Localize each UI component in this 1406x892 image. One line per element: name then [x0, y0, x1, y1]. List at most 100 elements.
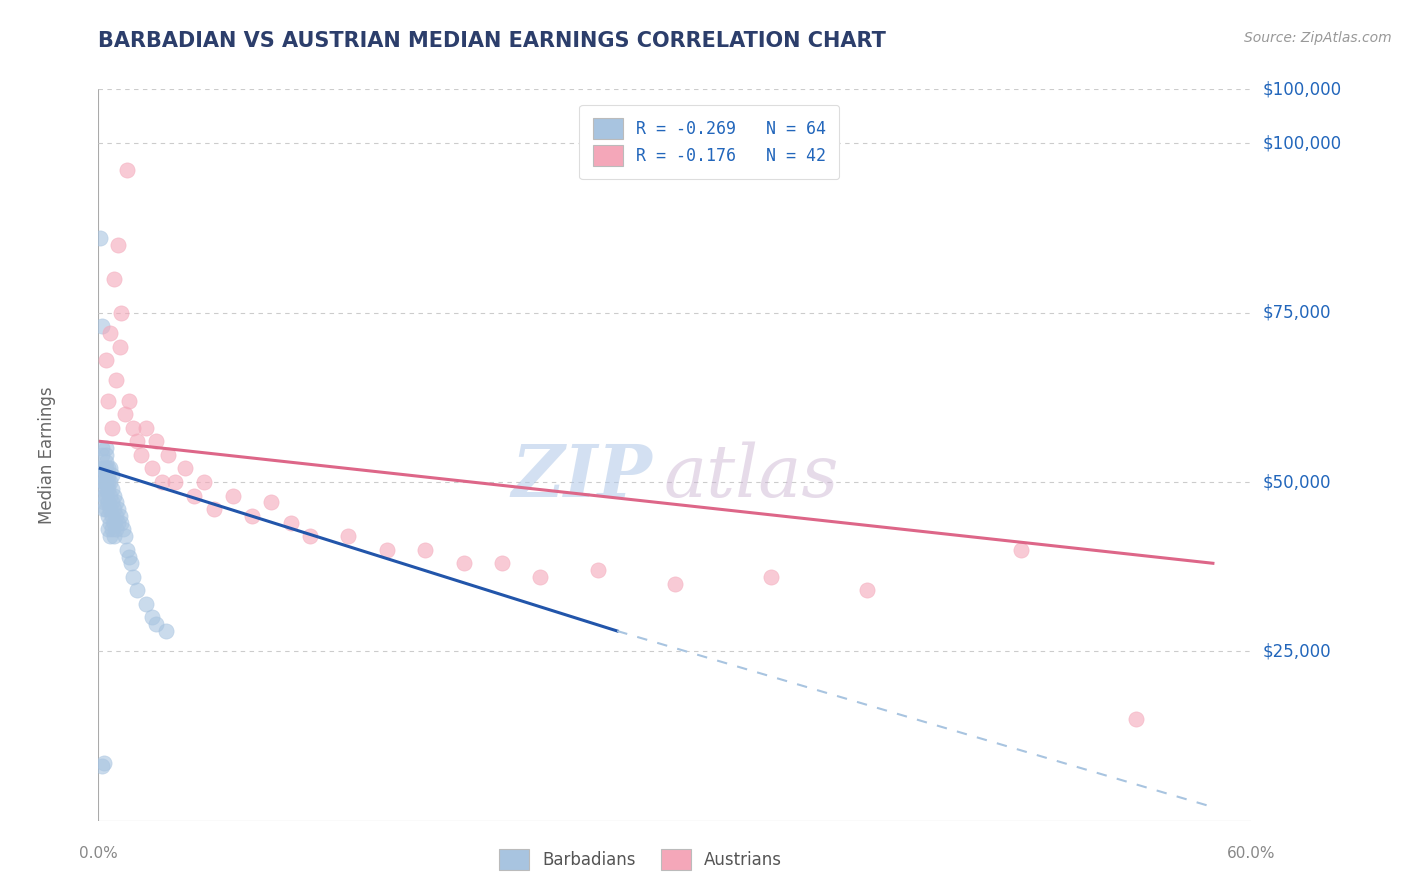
Point — [117, 163, 138, 178]
Point — [101, 495, 124, 509]
Point — [1010, 542, 1032, 557]
Point — [89, 231, 111, 245]
Point — [98, 489, 121, 503]
Point — [93, 475, 115, 489]
Point — [94, 441, 117, 455]
Point — [586, 563, 609, 577]
Point — [117, 542, 138, 557]
Text: $50,000: $50,000 — [1263, 473, 1331, 491]
Point — [298, 529, 321, 543]
Point — [759, 570, 782, 584]
Point — [101, 482, 124, 496]
Point — [141, 610, 163, 624]
Point — [529, 570, 551, 584]
Point — [93, 475, 115, 489]
Point — [193, 475, 215, 489]
Point — [453, 556, 475, 570]
Point — [93, 756, 115, 770]
Point — [94, 448, 117, 462]
Point — [129, 448, 152, 462]
Point — [165, 475, 187, 489]
Point — [94, 353, 117, 368]
Point — [114, 407, 136, 421]
Point — [98, 516, 121, 530]
Point — [97, 523, 120, 537]
Text: Median Earnings: Median Earnings — [38, 386, 56, 524]
Text: Source: ZipAtlas.com: Source: ZipAtlas.com — [1244, 31, 1392, 45]
Point — [155, 624, 177, 638]
Text: 60.0%: 60.0% — [1227, 846, 1275, 861]
Point — [114, 529, 136, 543]
Point — [150, 475, 173, 489]
Point — [156, 448, 179, 462]
Point — [110, 516, 132, 530]
Point — [98, 461, 121, 475]
Point — [491, 556, 513, 570]
Point — [125, 434, 148, 449]
Point — [107, 516, 129, 530]
Point — [280, 516, 302, 530]
Point — [97, 468, 120, 483]
Point — [91, 759, 114, 773]
Point — [101, 468, 124, 483]
Point — [97, 482, 120, 496]
Point — [1125, 712, 1147, 726]
Point — [145, 434, 167, 449]
Point — [108, 340, 131, 354]
Point — [240, 508, 263, 523]
Point — [98, 326, 121, 340]
Point — [97, 461, 120, 475]
Text: atlas: atlas — [664, 442, 839, 512]
Point — [135, 597, 157, 611]
Point — [122, 421, 145, 435]
Point — [94, 455, 117, 469]
Point — [145, 617, 167, 632]
Point — [103, 516, 125, 530]
Text: $75,000: $75,000 — [1263, 303, 1331, 322]
Point — [413, 542, 436, 557]
Point — [103, 529, 125, 543]
Point — [202, 502, 225, 516]
Point — [94, 489, 117, 503]
Point — [97, 393, 120, 408]
Point — [120, 556, 142, 570]
Point — [104, 508, 127, 523]
Point — [118, 393, 141, 408]
Text: $25,000: $25,000 — [1263, 642, 1331, 660]
Point — [337, 529, 360, 543]
Point — [104, 495, 127, 509]
Point — [375, 542, 398, 557]
Point — [107, 502, 129, 516]
Point — [103, 502, 125, 516]
Text: $100,000: $100,000 — [1263, 135, 1341, 153]
Point — [93, 502, 115, 516]
Point — [664, 576, 686, 591]
Text: $100,000: $100,000 — [1263, 80, 1341, 98]
Point — [222, 489, 245, 503]
Point — [93, 461, 115, 475]
Point — [91, 468, 114, 483]
Point — [260, 495, 283, 509]
Point — [135, 421, 157, 435]
Text: BARBADIAN VS AUSTRIAN MEDIAN EARNINGS CORRELATION CHART: BARBADIAN VS AUSTRIAN MEDIAN EARNINGS CO… — [98, 31, 886, 51]
Point — [98, 502, 121, 516]
Point — [110, 306, 132, 320]
Text: ZIP: ZIP — [510, 442, 652, 512]
Point — [94, 502, 117, 516]
Point — [93, 489, 115, 503]
Point — [125, 583, 148, 598]
Point — [103, 272, 125, 286]
Point — [91, 319, 114, 334]
Point — [94, 475, 117, 489]
Text: 0.0%: 0.0% — [79, 846, 118, 861]
Point — [98, 475, 121, 489]
Point — [91, 461, 114, 475]
Point — [107, 238, 129, 252]
Point — [174, 461, 197, 475]
Point — [91, 448, 114, 462]
Point — [97, 495, 120, 509]
Point — [856, 583, 879, 598]
Point — [108, 508, 131, 523]
Point — [93, 482, 115, 496]
Point — [94, 482, 117, 496]
